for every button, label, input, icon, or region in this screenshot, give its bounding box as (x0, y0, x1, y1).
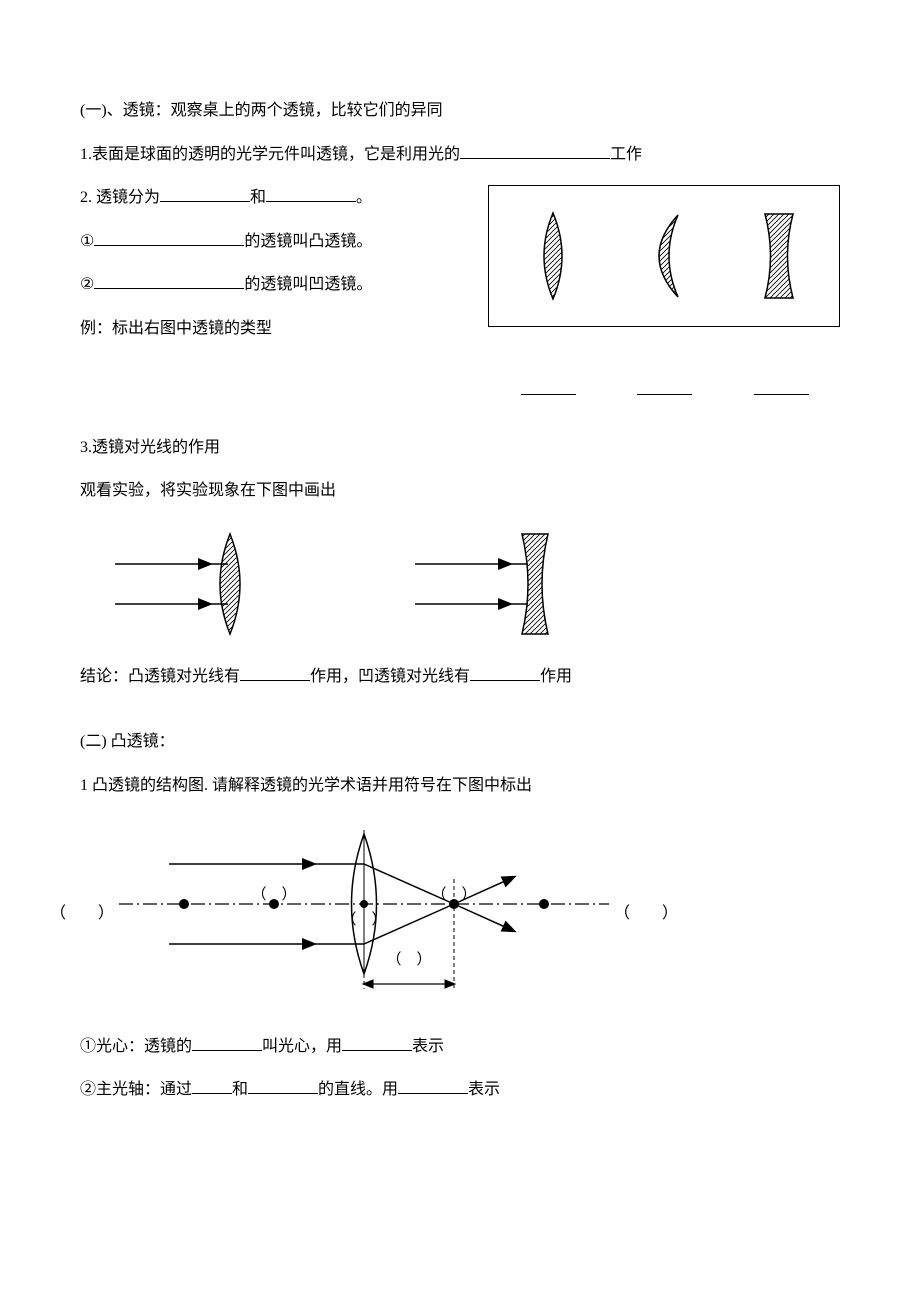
svg-text:（ ）: （ ） (252, 886, 297, 903)
t1-blank1[interactable] (192, 1034, 262, 1051)
lens-blank-1[interactable] (521, 378, 576, 395)
lens-biconcave-icon (762, 211, 796, 301)
c2-blank[interactable] (94, 272, 244, 289)
q1-text-b: 工作 (610, 146, 642, 163)
ray-diagrams (80, 529, 840, 639)
t2-blank1[interactable] (192, 1077, 232, 1094)
term2: ②主光轴：通过 和 的直线。用 表示 (80, 1077, 840, 1103)
s2-q1: 1 凸透镜的结构图. 请解释透镜的光学术语并用符号在下图中标出 (80, 773, 840, 799)
c1b: 的透镜叫凸透镜。 (244, 233, 372, 250)
convex-ray-diagram (110, 529, 290, 639)
concl-blank2[interactable] (470, 664, 540, 681)
t2a: ②主光轴：通过 (80, 1081, 192, 1098)
lens-figure-box (488, 185, 840, 327)
concave-ray-diagram (410, 529, 590, 639)
convex-structure-diagram: （ ） （ ） （ ） （ ） (114, 824, 614, 1004)
paren-right[interactable]: （ ） (614, 901, 678, 927)
lens-meniscus-icon (640, 211, 695, 301)
convex-structure-row: （ ） (50, 824, 840, 1004)
lens-blank-2[interactable] (637, 378, 692, 395)
q2-c: 。 (356, 189, 372, 206)
q3-heading: 3.透镜对光线的作用 (80, 435, 840, 461)
q1-blank[interactable] (460, 142, 610, 159)
c1-blank[interactable] (94, 229, 244, 246)
t1b: 叫光心，用 (262, 1038, 342, 1055)
t2d: 表示 (468, 1081, 500, 1098)
t2b: 和 (232, 1081, 248, 1098)
lens-type-blanks (490, 378, 840, 395)
c2a: ② (80, 276, 94, 293)
concl-c: 作用 (540, 668, 572, 685)
t1a: ①光心：透镜的 (80, 1038, 192, 1055)
svg-text:（ ）: （ ） (342, 911, 387, 928)
lens-biconvex-icon (533, 211, 573, 301)
q1: 1.表面是球面的透明的光学元件叫透镜，它是利用光的 工作 (80, 142, 840, 168)
svg-text:（ ）: （ ） (387, 951, 432, 968)
paren-left[interactable]: （ ） (50, 901, 114, 927)
c1a: ① (80, 233, 94, 250)
c2b: 的透镜叫凹透镜。 (244, 276, 372, 293)
term1: ①光心：透镜的 叫光心，用 表示 (80, 1034, 840, 1060)
t1-blank2[interactable] (342, 1034, 412, 1051)
q2-blank1[interactable] (160, 185, 250, 202)
concl-blank1[interactable] (240, 664, 310, 681)
t2-blank2[interactable] (248, 1077, 318, 1094)
q2-a: 2. 透镜分为 (80, 189, 160, 206)
svg-text:（ ）: （ ） (432, 886, 477, 903)
t2c: 的直线。用 (318, 1081, 398, 1098)
q2-b: 和 (250, 189, 266, 206)
q2-blank2[interactable] (266, 185, 356, 202)
conclusion: 结论：凸透镜对光线有 作用，凹透镜对光线有 作用 (80, 664, 840, 690)
section1-heading: (一)、透镜：观察桌上的两个透镜，比较它们的异同 (80, 98, 840, 124)
q3-obs: 观看实验，将实验现象在下图中画出 (80, 478, 840, 504)
t1c: 表示 (412, 1038, 444, 1055)
concl-a: 结论：凸透镜对光线有 (80, 668, 240, 685)
t2-blank3[interactable] (398, 1077, 468, 1094)
q1-text-a: 1.表面是球面的透明的光学元件叫透镜，它是利用光的 (80, 146, 460, 163)
concl-b: 作用，凹透镜对光线有 (310, 668, 470, 685)
section2-heading: (二) 凸透镜： (80, 729, 840, 755)
lens-blank-3[interactable] (754, 378, 809, 395)
